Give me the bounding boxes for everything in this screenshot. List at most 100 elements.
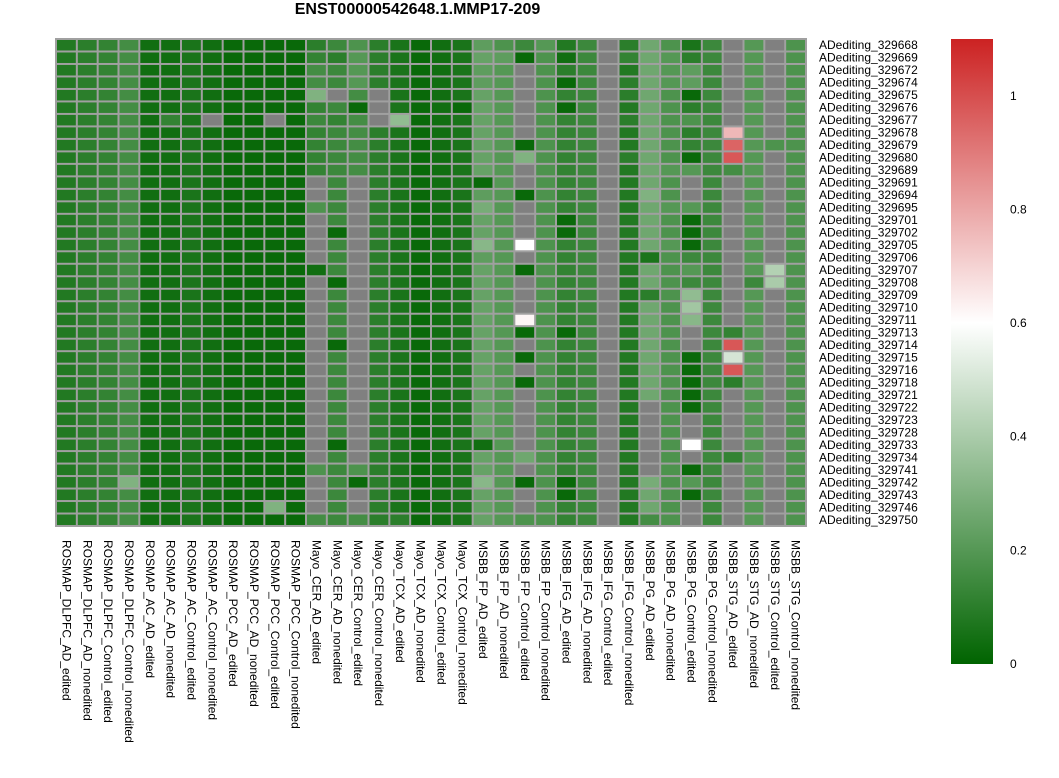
heatmap-cell [98,252,118,263]
heatmap-cell [473,227,493,238]
heatmap-cell [786,189,805,201]
heatmap-cell [452,102,472,113]
heatmap-cell [244,389,264,401]
row-label: ADediting_329709 [819,288,918,302]
heatmap-cell [598,152,618,163]
heatmap-cell [682,127,701,138]
heatmap-cell [473,164,493,176]
heatmap-cell [515,352,535,363]
heatmap-cell [557,502,576,513]
heatmap-cell [369,227,389,238]
heatmap-cell [494,502,514,513]
heatmap-cell [723,339,743,351]
heatmap-cell [557,452,576,463]
heatmap-cell [223,214,243,226]
heatmap-cell [744,339,764,351]
heatmap-cell [577,89,597,101]
heatmap-cell [786,277,805,288]
heatmap-cell [286,452,305,463]
heatmap-cell [619,339,639,351]
heatmap-cell [77,77,97,88]
heatmap-cell [119,352,139,363]
heatmap-cell [98,77,118,88]
column-label: MSBB_IFG_AD_nonedited [580,540,594,683]
heatmap-cell [619,214,639,226]
heatmap-cell [327,227,347,238]
heatmap-cell [640,327,660,338]
heatmap-cell [557,64,576,76]
heatmap-cell [640,102,660,113]
heatmap-cell [702,514,722,525]
heatmap-cell [390,489,410,501]
heatmap-cell [140,327,160,338]
heatmap-cell [286,102,305,113]
heatmap-cell [244,239,264,251]
heatmap-cell [140,314,160,326]
heatmap-cell [307,89,326,101]
heatmap-cell [265,77,285,88]
heatmap-cell [411,402,430,413]
heatmap-cell [702,177,722,188]
heatmap-cell [765,189,785,201]
heatmap-cell [348,327,368,338]
heatmap-cell [473,264,493,276]
heatmap-cell [182,314,201,326]
heatmap-cell [765,264,785,276]
heatmap-cell [702,89,722,101]
heatmap-cell [327,102,347,113]
heatmap-cell [57,152,76,163]
heatmap-cell [536,402,555,413]
heatmap-cell [640,252,660,263]
heatmap-cell [348,64,368,76]
heatmap-cell [786,77,805,88]
heatmap-cell [765,114,785,126]
heatmap-cell [557,239,576,251]
heatmap-cell [140,364,160,376]
heatmap-cell [411,227,430,238]
heatmap-cell [744,139,764,151]
heatmap-cell [577,414,597,426]
heatmap-cell [515,177,535,188]
heatmap-cell [577,264,597,276]
heatmap-cell [327,264,347,276]
heatmap-cell [682,452,701,463]
heatmap-cell [432,314,451,326]
heatmap-cell [307,114,326,126]
heatmap-cell [348,489,368,501]
heatmap-cell [327,414,347,426]
heatmap-cell [369,352,389,363]
heatmap-cell [473,389,493,401]
heatmap-cell [432,89,451,101]
heatmap-cell [557,427,576,438]
heatmap-cell [202,414,222,426]
heatmap-cell [786,252,805,263]
heatmap-cell [723,289,743,301]
heatmap-cell [494,327,514,338]
legend-ticks: 0 0.2 0.4 0.6 0.8 1 [1010,89,1027,671]
heatmap-cell [473,327,493,338]
heatmap-cell [577,514,597,525]
heatmap-cell [348,177,368,188]
heatmap-cell [432,302,451,313]
heatmap-cell [536,77,555,88]
heatmap-cell [515,327,535,338]
heatmap-cell [598,114,618,126]
heatmap-cell [265,364,285,376]
heatmap-cell [57,177,76,188]
heatmap-cell [140,214,160,226]
heatmap-cell [723,302,743,313]
heatmap-cell [140,289,160,301]
heatmap-cell [557,52,576,63]
heatmap-cell [640,439,660,451]
heatmap-cell [223,427,243,438]
heatmap-cell [369,239,389,251]
heatmap-cell [182,177,201,188]
heatmap-cell [473,302,493,313]
heatmap-cell [598,464,618,476]
heatmap-cell [536,89,555,101]
heatmap-cell [202,477,222,488]
heatmap-cell [202,302,222,313]
heatmap-cell [369,464,389,476]
heatmap-cell [661,452,680,463]
column-label: MSBB_STG_AD_nonedited [747,540,761,688]
